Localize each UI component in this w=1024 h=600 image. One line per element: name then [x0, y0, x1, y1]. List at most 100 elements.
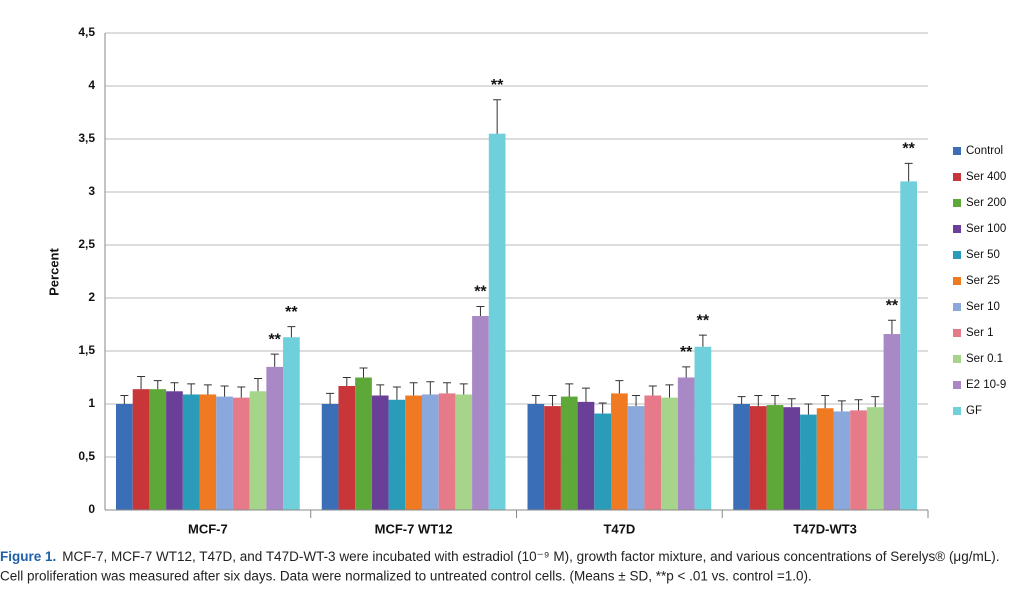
legend-swatch: [953, 277, 961, 285]
significance-label: **: [902, 141, 915, 158]
error-bar: [409, 382, 418, 396]
legend-swatch: [953, 407, 961, 415]
legend-swatch: [953, 329, 961, 337]
error-bar: [493, 99, 502, 134]
error-bar: [648, 385, 657, 396]
bar: [338, 385, 356, 510]
error-bar: [120, 395, 129, 404]
legend-swatch: [953, 381, 961, 389]
error-bar: [548, 395, 557, 407]
y-tick-label: 2: [88, 290, 95, 304]
error-bar: [326, 392, 335, 404]
error-bar: [187, 383, 196, 395]
y-tick-label: 3: [88, 184, 95, 198]
legend-label: Ser 400: [966, 171, 1006, 183]
error-bar: [565, 383, 574, 397]
error-bar: [476, 305, 485, 317]
error-bar: [342, 377, 351, 386]
error-bar: [392, 386, 401, 400]
legend-label: Ser 0.1: [966, 353, 1003, 365]
error-bar: [426, 381, 435, 395]
legend-swatch: [953, 199, 961, 207]
bar: [544, 406, 561, 510]
error-bar: [615, 380, 624, 394]
bar: [266, 366, 284, 510]
bar: [883, 334, 901, 510]
bar: [560, 396, 578, 510]
error-bar: [459, 383, 468, 395]
caption-line: Cell proliferation was measured after si…: [0, 569, 812, 584]
bar: [833, 411, 851, 510]
error-bar: [531, 395, 540, 404]
error-bar: [287, 326, 296, 338]
legend-swatch: [953, 355, 961, 363]
error-bar: [220, 385, 229, 397]
bar: [421, 394, 439, 510]
error-bar: [771, 395, 780, 406]
error-bar: [754, 395, 763, 407]
bar: [850, 410, 867, 510]
bar: [627, 406, 645, 510]
bar: [816, 408, 834, 510]
y-tick-label: 4,5: [78, 25, 95, 39]
bar: [116, 404, 133, 510]
legend-swatch: [953, 251, 961, 259]
error-bar: [904, 162, 913, 182]
error-bar: [137, 375, 146, 390]
bar: [577, 401, 595, 510]
bar: [321, 404, 339, 510]
legend-label: E2 10-9: [966, 379, 1006, 391]
error-bar: [203, 384, 212, 395]
x-tick-label: MCF-7: [188, 521, 228, 536]
caption: Figure 1. MCF-7, MCF-7 WT12, T47D, and T4…: [0, 549, 999, 564]
y-tick-label: 0: [88, 502, 95, 516]
error-bar: [871, 396, 880, 408]
legend-label: Ser 100: [966, 223, 1006, 235]
bar: [166, 391, 183, 510]
error-bar: [237, 386, 246, 398]
bar: [283, 337, 300, 510]
caption-label: Figure 1.: [0, 549, 56, 564]
bar: [694, 346, 712, 510]
bar: [472, 316, 489, 510]
bar: [800, 414, 817, 510]
error-bar: [270, 353, 279, 367]
legend-swatch: [953, 225, 961, 233]
bar: [644, 395, 662, 510]
significance-label: **: [285, 304, 298, 321]
bar: [182, 394, 200, 510]
legend-label: Ser 1: [966, 327, 994, 339]
y-tick-label: 0,5: [78, 449, 95, 463]
legend-label: GF: [966, 405, 982, 417]
legend-label: Ser 25: [966, 275, 1000, 287]
bar: [749, 406, 767, 510]
error-bar: [837, 400, 846, 412]
legend-swatch: [953, 173, 961, 181]
legend-swatch: [953, 303, 961, 311]
error-bar: [737, 396, 746, 404]
error-bar: [253, 378, 262, 392]
significance-label: **: [491, 77, 504, 94]
bar: [438, 393, 456, 510]
error-bar: [581, 387, 590, 402]
bar: [488, 133, 506, 510]
legend-label: Ser 10: [966, 301, 1000, 313]
bar: [900, 181, 917, 510]
error-bar: [787, 398, 796, 408]
error-bar: [359, 367, 368, 378]
error-bar: [153, 380, 162, 390]
error-bar: [170, 382, 179, 392]
significance-label: **: [680, 344, 693, 361]
bar: [355, 377, 372, 510]
legend-label: Control: [966, 145, 1003, 157]
y-tick-label: 2,5: [78, 237, 95, 251]
y-tick-label: 1,5: [78, 343, 95, 357]
bar: [249, 391, 267, 510]
bar: [388, 399, 406, 510]
y-tick-label: 4: [88, 78, 95, 92]
error-bar: [376, 384, 385, 396]
error-bar: [443, 382, 452, 394]
error-bar: [665, 384, 674, 398]
bar: [527, 404, 545, 510]
bar: [677, 377, 695, 510]
